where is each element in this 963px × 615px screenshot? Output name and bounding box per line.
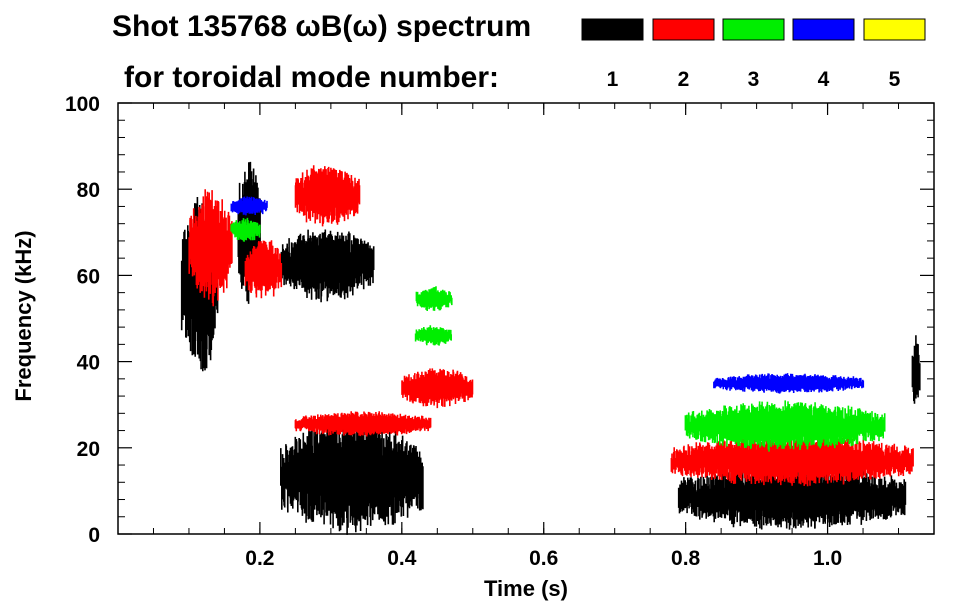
- legend-label-mode-5: 5: [889, 68, 901, 91]
- y-tick-label: 0: [88, 524, 100, 547]
- feature-n2-2: [244, 240, 283, 299]
- legend-swatch-mode-3: [722, 18, 785, 41]
- feature-n3-4: [684, 400, 886, 452]
- feature-n1-3: [280, 229, 375, 303]
- x-axis-label: Time (s): [484, 576, 568, 601]
- feature-n2-6: [670, 434, 914, 487]
- y-tick-label: 80: [77, 179, 100, 202]
- series-n2: [188, 165, 914, 487]
- chart-title: Shot 135768 ωB(ω) spectrum: [112, 10, 531, 43]
- series-n3: [230, 217, 886, 452]
- feature-n3-3: [414, 325, 452, 346]
- feature-n3-2: [415, 286, 453, 311]
- x-tick-label: 1.0: [813, 547, 842, 570]
- feature-n2-4: [294, 411, 432, 437]
- legend-label-mode-3: 3: [748, 68, 760, 91]
- plot-area: [180, 161, 921, 535]
- legend: 1 2 3 4 5: [581, 18, 926, 91]
- feature-n1-4: [280, 418, 424, 535]
- legend-swatch-mode-1: [581, 18, 644, 41]
- axes: 0.2 0.4 0.6 0.8 1.0 0 20 40 60 80 100: [65, 93, 935, 570]
- y-axis-label: Frequency (kHz): [11, 230, 36, 401]
- series-n4: [230, 196, 865, 394]
- feature-n2-5: [401, 368, 474, 409]
- x-tick-label: 0.8: [671, 547, 701, 570]
- legend-label-mode-2: 2: [678, 68, 690, 91]
- feature-n1-5: [677, 463, 907, 530]
- y-tick-label: 60: [77, 265, 100, 288]
- x-tick-label: 0.6: [529, 547, 558, 570]
- feature-n4-2: [713, 373, 865, 394]
- legend-label-mode-1: 1: [607, 68, 619, 91]
- feature-n3-1: [230, 217, 261, 242]
- y-tick-label: 40: [77, 352, 100, 375]
- legend-label-mode-4: 4: [818, 68, 830, 91]
- feature-n2-1: [188, 189, 233, 307]
- legend-swatch-mode-4: [792, 18, 855, 41]
- x-tick-label: 0.2: [245, 547, 274, 570]
- y-tick-label: 100: [65, 93, 100, 116]
- y-tick-label: 20: [77, 438, 100, 461]
- legend-swatch-mode-2: [652, 18, 715, 41]
- x-tick-label: 0.4: [387, 547, 417, 570]
- chart-subtitle: for toroidal mode number:: [124, 61, 499, 94]
- feature-n2-3: [294, 165, 361, 227]
- legend-swatch-mode-5: [863, 18, 926, 41]
- feature-n1-6: [911, 335, 921, 404]
- feature-n4-1: [230, 196, 268, 216]
- plot-frame: [117, 102, 935, 535]
